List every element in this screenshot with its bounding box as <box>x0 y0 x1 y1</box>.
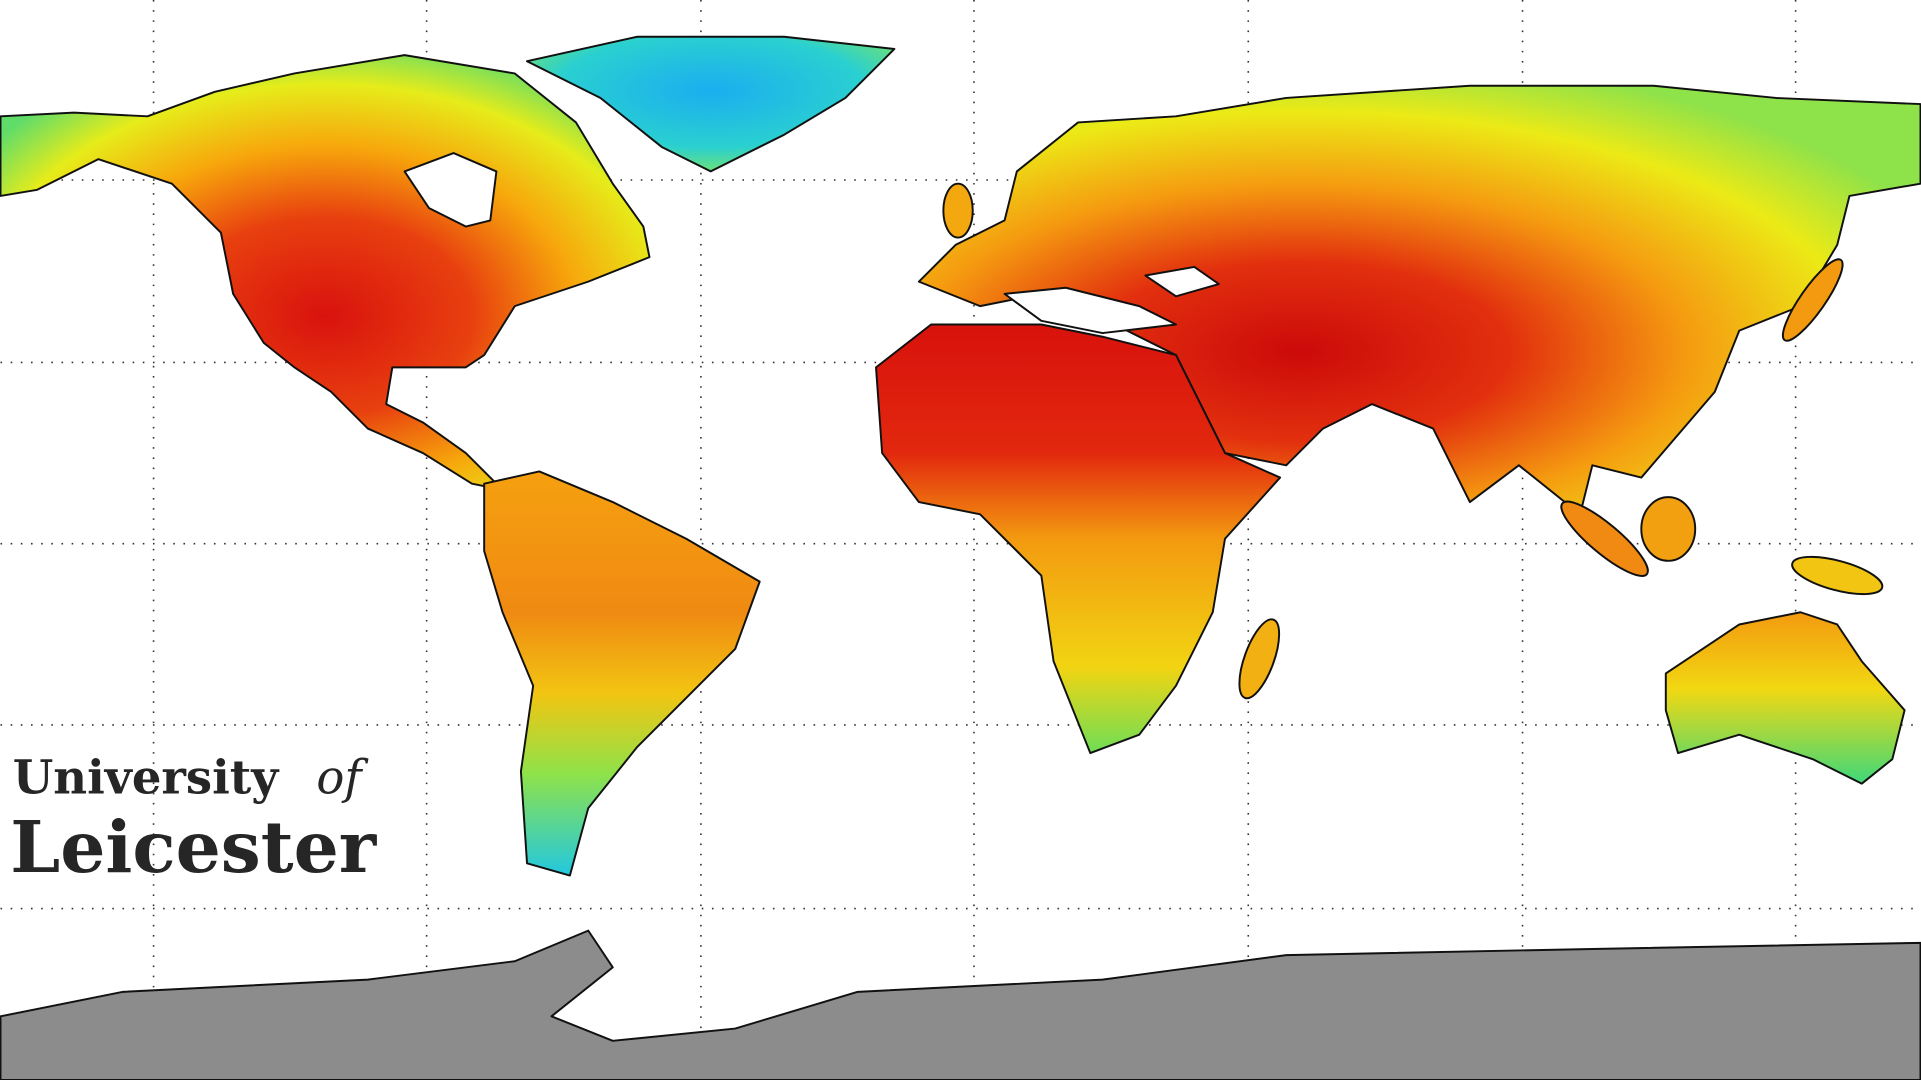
south-america <box>483 470 761 877</box>
north-america <box>0 54 651 491</box>
africa <box>875 323 1282 755</box>
logo-name: University <box>13 749 281 804</box>
logo: University of Leicester <box>10 749 377 888</box>
japan <box>1781 258 1844 342</box>
britain <box>942 182 974 239</box>
logo-connector: of <box>316 750 369 804</box>
greenland <box>526 35 896 173</box>
madagascar <box>1238 618 1281 700</box>
antarctica <box>0 929 1921 1080</box>
black-sea <box>1144 265 1220 298</box>
eurasia <box>917 84 1921 516</box>
australia <box>1664 611 1906 785</box>
borneo <box>1640 496 1697 562</box>
mediterranean <box>1003 286 1177 335</box>
sumatra <box>1560 500 1649 577</box>
new-guinea <box>1791 555 1884 596</box>
logo-place: Leicester <box>10 805 377 889</box>
hudson-bay <box>403 152 498 228</box>
